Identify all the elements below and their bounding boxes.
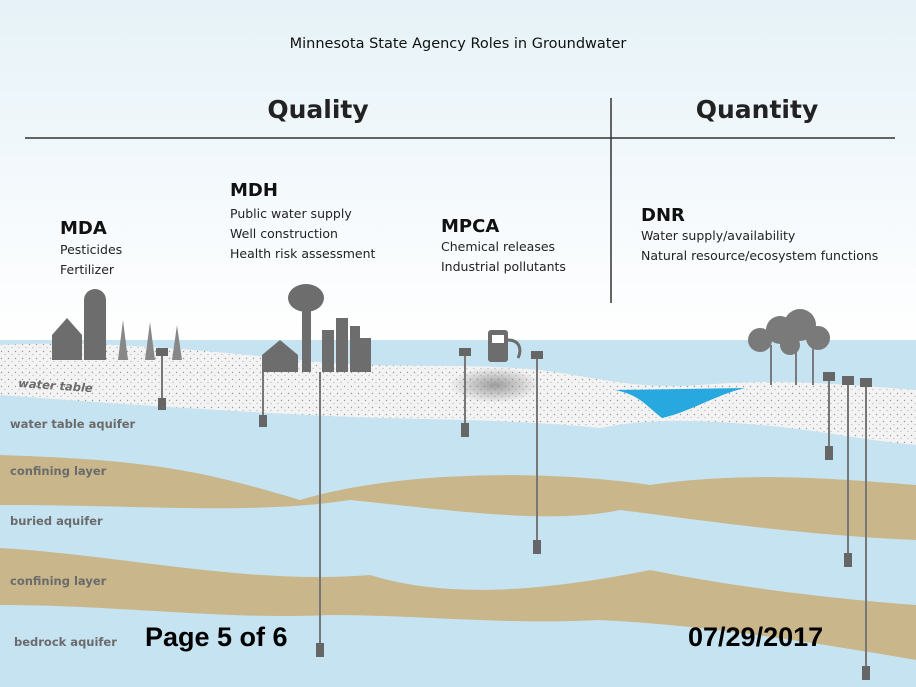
agency-role: Water supply/availability bbox=[641, 228, 796, 243]
agency-role: Fertilizer bbox=[60, 262, 115, 277]
agency-name: MPCA bbox=[441, 216, 499, 237]
agency-role: Chemical releases bbox=[441, 239, 555, 254]
title: Minnesota State Agency Roles in Groundwa… bbox=[290, 36, 627, 52]
section-heading: Quality bbox=[267, 95, 368, 124]
layer-label: confining layer bbox=[10, 464, 107, 478]
diagram: Minnesota State Agency Roles in Groundwa… bbox=[0, 0, 916, 687]
agency-role: Natural resource/ecosystem functions bbox=[641, 248, 878, 263]
agency-name: MDH bbox=[230, 180, 278, 201]
agency-name: DNR bbox=[641, 205, 685, 226]
agency-name: MDA bbox=[60, 218, 107, 239]
date: 07/29/2017 bbox=[688, 622, 823, 652]
layer-label: water table aquifer bbox=[10, 417, 136, 431]
contamination-plume bbox=[450, 367, 540, 403]
agency-role: Industrial pollutants bbox=[441, 259, 566, 274]
section-heading: Quantity bbox=[696, 95, 819, 124]
agency-role: Health risk assessment bbox=[230, 246, 376, 261]
layer-label: buried aquifer bbox=[10, 514, 103, 528]
page-number: Page 5 of 6 bbox=[145, 622, 288, 652]
layer-label: bedrock aquifer bbox=[14, 635, 117, 649]
agency-role: Well construction bbox=[230, 226, 338, 241]
agency-role: Pesticides bbox=[60, 242, 122, 257]
agency-role: Public water supply bbox=[230, 206, 352, 221]
layer-label: confining layer bbox=[10, 574, 107, 588]
